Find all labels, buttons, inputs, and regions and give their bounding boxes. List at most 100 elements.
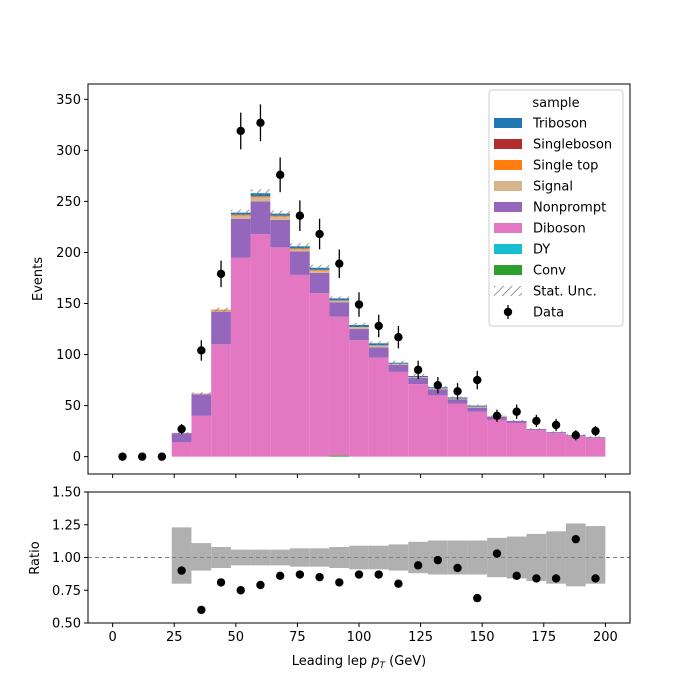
stat-unc-bin-22 (546, 431, 566, 434)
bar-diboson-bin-11 (329, 316, 350, 456)
data-point (512, 407, 521, 416)
ratio-point (473, 593, 482, 603)
bar-signal-bin-11 (329, 300, 350, 303)
data-point (374, 321, 383, 331)
bar-diboson-bin-3 (171, 442, 192, 457)
bar-nonprompt-bin-15 (408, 378, 428, 385)
legend-label: Diboson (533, 222, 586, 237)
legend-item-nonprompt: Nonprompt (494, 201, 606, 216)
y-tick-label: 200 (56, 246, 81, 261)
bar-signal-bin-6 (230, 215, 251, 219)
ratio-x-axis: 0 25 50 75 100 125 150 175 200 (108, 623, 618, 645)
ratio-unc-band (349, 545, 369, 570)
ratio-unc-band (171, 527, 192, 584)
stat-unc-bin-20 (506, 419, 527, 422)
data-point (473, 375, 482, 385)
ratio-point (433, 555, 443, 565)
ratio-point (394, 579, 403, 588)
ratio-point (571, 534, 580, 544)
ratio-point (256, 580, 265, 590)
main-panel: 0 50 100 150 200 250 300 350 Events (31, 83, 631, 478)
data-point (413, 365, 423, 375)
bar-nonprompt-bin-9 (290, 251, 310, 275)
data-point (571, 431, 580, 440)
bar-diboson-bin-8 (270, 247, 291, 457)
bar-signal-bin-9 (290, 249, 310, 252)
x-tick-label: 150 (470, 630, 495, 645)
bar-diboson-bin-10 (309, 293, 330, 457)
ratio-y-axis: 0.50 0.75 1.00 1.25 1.50 (52, 486, 88, 632)
main-axes-frame (87, 83, 631, 475)
stat-unc-bin-8 (270, 210, 291, 217)
bar-signal-bin-8 (270, 216, 291, 220)
x-tick-label: 75 (289, 630, 306, 645)
ratio-point (236, 586, 245, 595)
bar-nonprompt-bin-17 (447, 399, 468, 404)
stat-unc-bin-18 (467, 404, 488, 407)
bar-diboson-bin-19 (487, 419, 507, 457)
data-point (492, 411, 502, 421)
y-tick-label: 50 (64, 399, 81, 414)
ratio-plot-area (88, 523, 630, 615)
data-point (256, 118, 265, 127)
stat-unc-bin-14 (388, 360, 409, 365)
bar-signal-bin-13 (368, 345, 389, 348)
stat-unc-bin-6 (230, 209, 251, 216)
bar-nonprompt-bin-3 (171, 433, 192, 443)
ratio-unc-band (329, 547, 350, 568)
data-point (394, 332, 403, 342)
legend-label: Signal (533, 180, 573, 195)
ratio-unc-band (585, 526, 606, 584)
x-tick-label: 175 (531, 630, 556, 645)
y-tick-label: 150 (56, 297, 81, 312)
bar-nonprompt-bin-18 (467, 407, 488, 412)
ratio-point (551, 574, 561, 583)
data-point (295, 211, 305, 220)
stat-unc-bin-13 (368, 341, 389, 346)
data-point (551, 420, 561, 430)
x-axis-label: Leading lep pT (GeV) (292, 654, 426, 671)
data-point (354, 300, 364, 309)
legend-swatch (494, 223, 522, 233)
ratio-unc-band (191, 543, 212, 571)
legend-item-singleboson: Singleboson (494, 138, 612, 153)
data-point (216, 269, 226, 279)
stat-unc-bin-7 (250, 189, 271, 198)
ratio-unc-band (250, 549, 271, 566)
stat-unc-bin-9 (290, 243, 310, 250)
data-point (177, 424, 186, 434)
ratio-point (216, 578, 226, 587)
ratio-point (295, 570, 305, 579)
data-point (157, 452, 167, 461)
stat-unc-bin-12 (349, 322, 369, 327)
legend-swatch (494, 181, 522, 191)
bar-signal-bin-10 (309, 270, 330, 273)
legend-item-triboson: Triboson (494, 117, 587, 132)
legend-label: DY (533, 243, 550, 258)
bar-diboson-bin-7 (250, 234, 271, 457)
bar-diboson-bin-17 (447, 403, 468, 457)
ratio-panel: 0.50 0.75 1.00 1.25 1.50 0 25 50 75 100 125 150 175… (28, 486, 631, 645)
x-tick-label: 100 (347, 630, 372, 645)
ratio-point (275, 571, 285, 581)
legend-title: sample (532, 96, 579, 111)
legend-label: Conv (533, 264, 566, 279)
bar-diboson-bin-22 (546, 433, 566, 457)
ratio-y-tick-label: 1.50 (52, 486, 81, 501)
bar-diboson-bin-13 (368, 357, 389, 457)
ratio-point (374, 570, 383, 579)
ratio-point (413, 561, 423, 570)
legend-item-conv: Conv (494, 264, 566, 279)
ratio-point (591, 574, 600, 583)
bar-nonprompt-bin-12 (349, 329, 369, 341)
bar-nonprompt-bin-7 (250, 201, 271, 235)
x-tick-label: 0 (108, 630, 116, 645)
legend-item-stat-unc: Stat. Unc. (494, 285, 597, 300)
ratio-unc-band (546, 531, 566, 584)
legend-swatch (494, 265, 522, 275)
x-tick-label: 50 (228, 630, 245, 645)
bar-signal-bin-12 (349, 326, 369, 330)
bar-nonprompt-bin-8 (270, 219, 291, 248)
bar-signal-bin-7 (250, 197, 271, 202)
data-point (335, 259, 344, 268)
